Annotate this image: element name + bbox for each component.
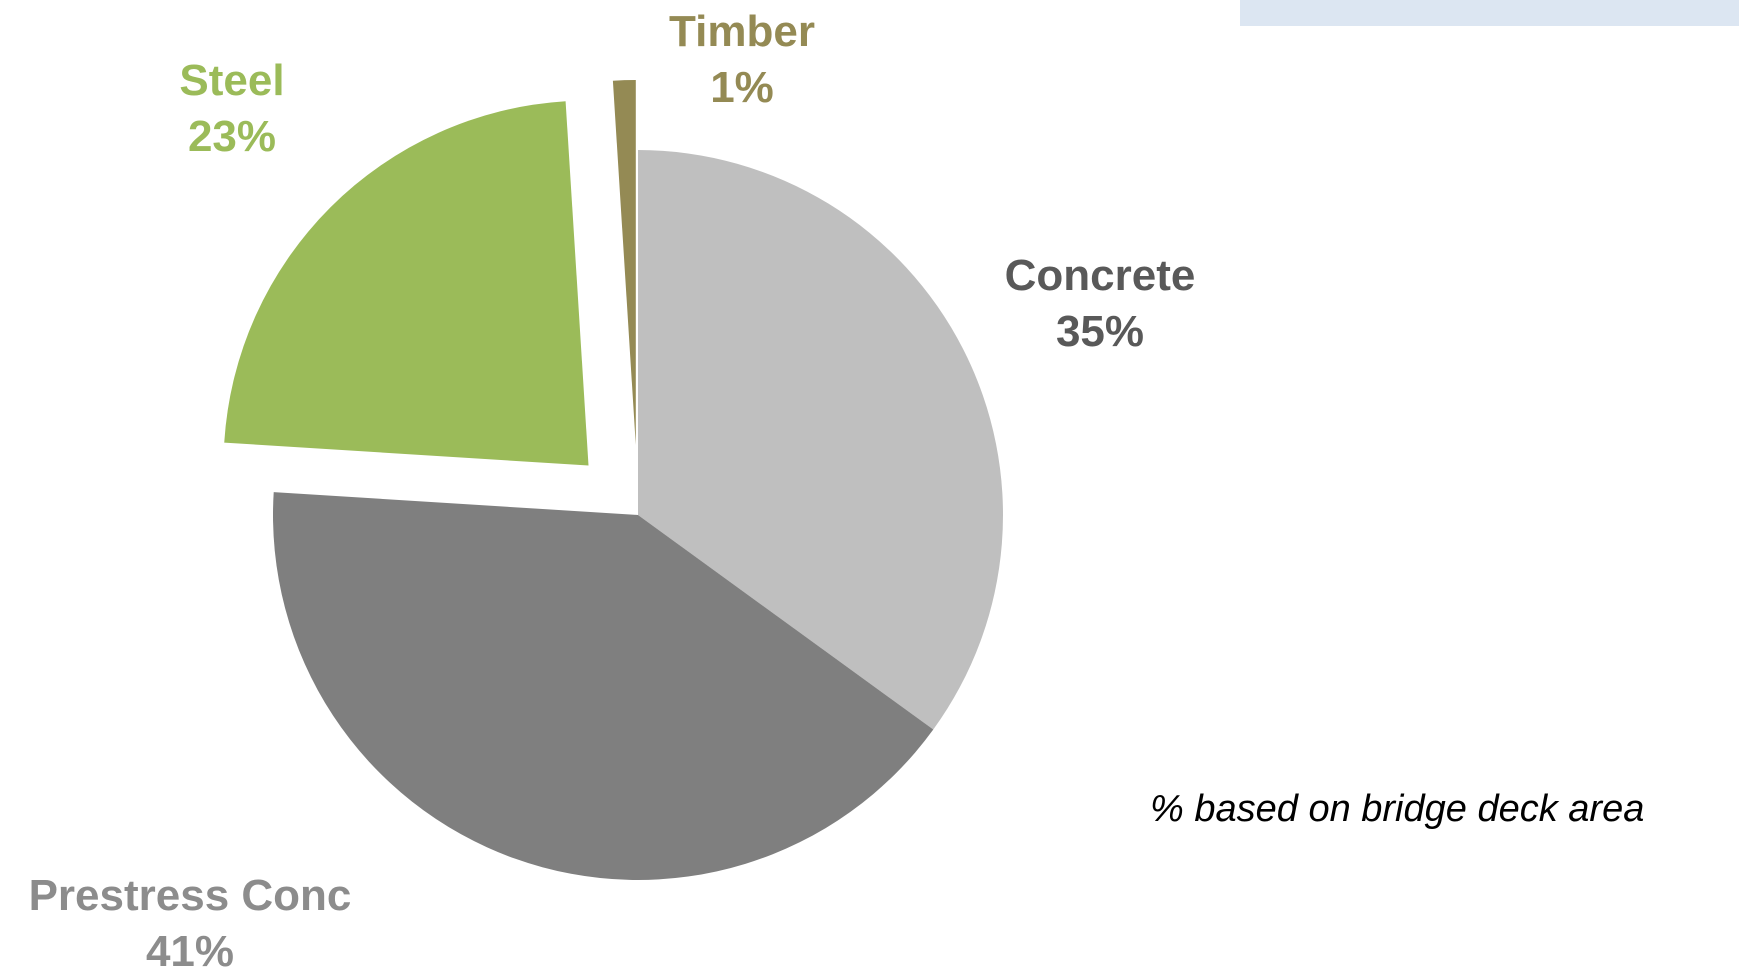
pie-slice-timber	[612, 80, 636, 446]
chart-footnote: % based on bridge deck area	[1150, 788, 1645, 830]
slice-name-steel: Steel	[179, 56, 285, 105]
slice-percent-concrete: 35%	[1055, 307, 1145, 356]
corner-note-box	[1240, 0, 1739, 26]
slice-label-timber: Timber 1%	[612, 4, 872, 116]
slice-name-timber: Timber	[669, 7, 815, 56]
slice-name-prestress-conc: Prestress Conc	[28, 871, 352, 920]
slice-percent-steel: 23%	[187, 112, 277, 161]
slice-percent-timber: 1%	[710, 63, 774, 112]
pie-slice-steel	[224, 101, 589, 466]
pie-slice-concrete	[638, 150, 1004, 730]
slice-label-steel: Steel 23%	[132, 53, 332, 165]
slice-label-concrete: Concrete 35%	[960, 248, 1240, 360]
pie-slice-prestress-conc	[272, 492, 934, 881]
slice-label-prestress-conc: Prestress Conc 41%	[0, 868, 380, 970]
slice-percent-prestress-conc: 41%	[145, 927, 235, 970]
slice-name-concrete: Concrete	[1004, 251, 1196, 300]
